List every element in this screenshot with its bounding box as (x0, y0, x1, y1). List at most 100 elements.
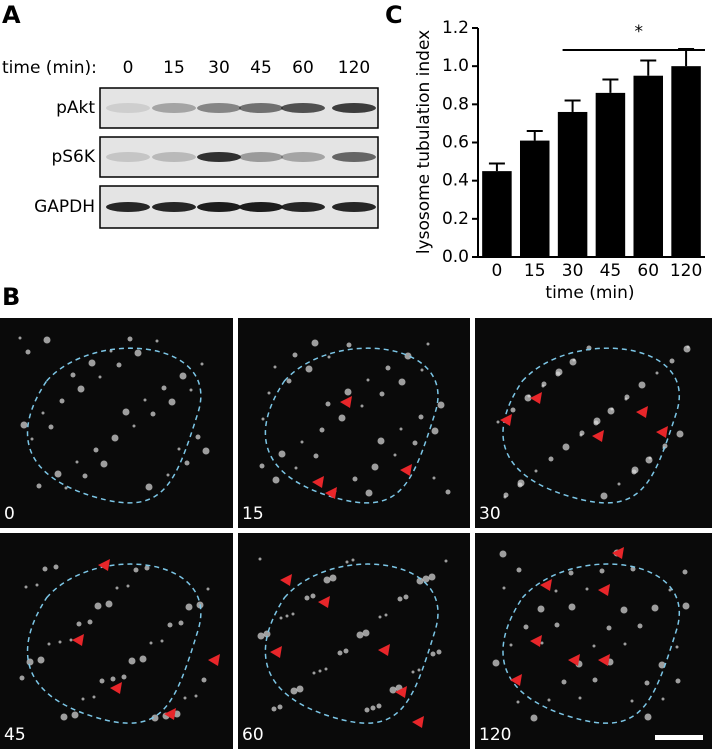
puncta (177, 447, 181, 451)
puncta (54, 470, 62, 478)
arrowhead (98, 559, 110, 571)
puncta (548, 456, 554, 462)
band (281, 202, 325, 212)
puncta (179, 372, 187, 380)
arrowhead (612, 547, 624, 559)
puncta (76, 621, 82, 627)
puncta (403, 594, 409, 600)
frame-label: 30 (479, 504, 501, 524)
x-tick-label: 45 (600, 261, 622, 281)
band (106, 202, 150, 212)
puncta (99, 678, 105, 684)
puncta (128, 657, 136, 665)
puncta (645, 456, 653, 464)
time-header: time (min): (2, 58, 97, 78)
band (332, 202, 376, 212)
x-tick-label: 120 (670, 261, 702, 281)
time-label: 15 (163, 58, 185, 78)
puncta (630, 566, 636, 572)
puncta (675, 678, 681, 684)
puncta (122, 408, 130, 416)
puncta (437, 401, 445, 409)
puncta (682, 569, 688, 575)
puncta (149, 641, 153, 645)
arrowhead (340, 396, 352, 408)
arrowhead (325, 487, 337, 499)
puncta (42, 566, 48, 572)
puncta (530, 714, 538, 722)
arrowhead (270, 646, 282, 658)
puncta (444, 559, 448, 563)
y-tick-label: 0.0 (442, 247, 469, 267)
puncta (88, 359, 96, 367)
puncta (311, 339, 319, 347)
puncta (155, 339, 159, 343)
cell-outline (264, 563, 439, 724)
puncta (69, 638, 73, 642)
time-label: 60 (292, 58, 314, 78)
puncta (257, 632, 265, 640)
y-tick-label: 0.6 (442, 133, 469, 153)
puncta (145, 483, 153, 491)
puncta (337, 650, 343, 656)
arrowhead (110, 682, 122, 694)
puncta (285, 614, 289, 618)
puncta (432, 476, 436, 480)
y-tick-label: 1.0 (442, 56, 469, 76)
puncta (561, 679, 567, 685)
puncta (134, 349, 142, 357)
band (281, 103, 325, 113)
arrowhead (500, 414, 512, 426)
puncta (426, 342, 430, 346)
cell-outline (502, 347, 680, 504)
puncta (422, 575, 430, 583)
arrowhead (530, 392, 542, 404)
band (152, 152, 196, 162)
puncta (366, 378, 370, 382)
puncta (568, 570, 574, 576)
arrowhead (636, 406, 648, 418)
puncta (502, 586, 506, 590)
puncta (110, 676, 116, 682)
puncta (167, 622, 173, 628)
time-label: 45 (250, 58, 272, 78)
puncta (259, 463, 265, 469)
puncta (133, 567, 139, 573)
puncta (384, 613, 388, 617)
puncta (53, 564, 59, 570)
puncta (279, 616, 283, 620)
puncta (351, 558, 355, 562)
puncta (329, 574, 337, 582)
puncta (524, 394, 532, 402)
puncta (397, 596, 403, 602)
puncta (144, 565, 150, 571)
puncta (71, 711, 79, 719)
puncta (389, 686, 397, 694)
micrograph (238, 533, 470, 749)
puncta (554, 622, 560, 628)
micrograph (0, 318, 233, 528)
puncta (682, 602, 690, 610)
puncta (365, 489, 373, 497)
puncta (319, 427, 325, 433)
puncta (344, 388, 352, 396)
puncta (338, 414, 346, 422)
puncta (30, 437, 34, 441)
puncta (19, 675, 25, 681)
puncta (431, 427, 439, 435)
arrowhead (378, 644, 390, 656)
puncta (492, 659, 500, 667)
puncta (599, 568, 605, 574)
puncta (411, 670, 415, 674)
puncta (92, 695, 96, 699)
puncta (185, 603, 193, 611)
puncta (310, 593, 316, 599)
puncta (417, 668, 421, 672)
frame-label: 0 (4, 504, 15, 524)
arrowhead (280, 574, 292, 586)
puncta (562, 443, 570, 451)
puncta (75, 460, 79, 464)
x-tick-label: 0 (492, 261, 503, 281)
puncta (183, 696, 187, 700)
puncta (534, 469, 538, 473)
